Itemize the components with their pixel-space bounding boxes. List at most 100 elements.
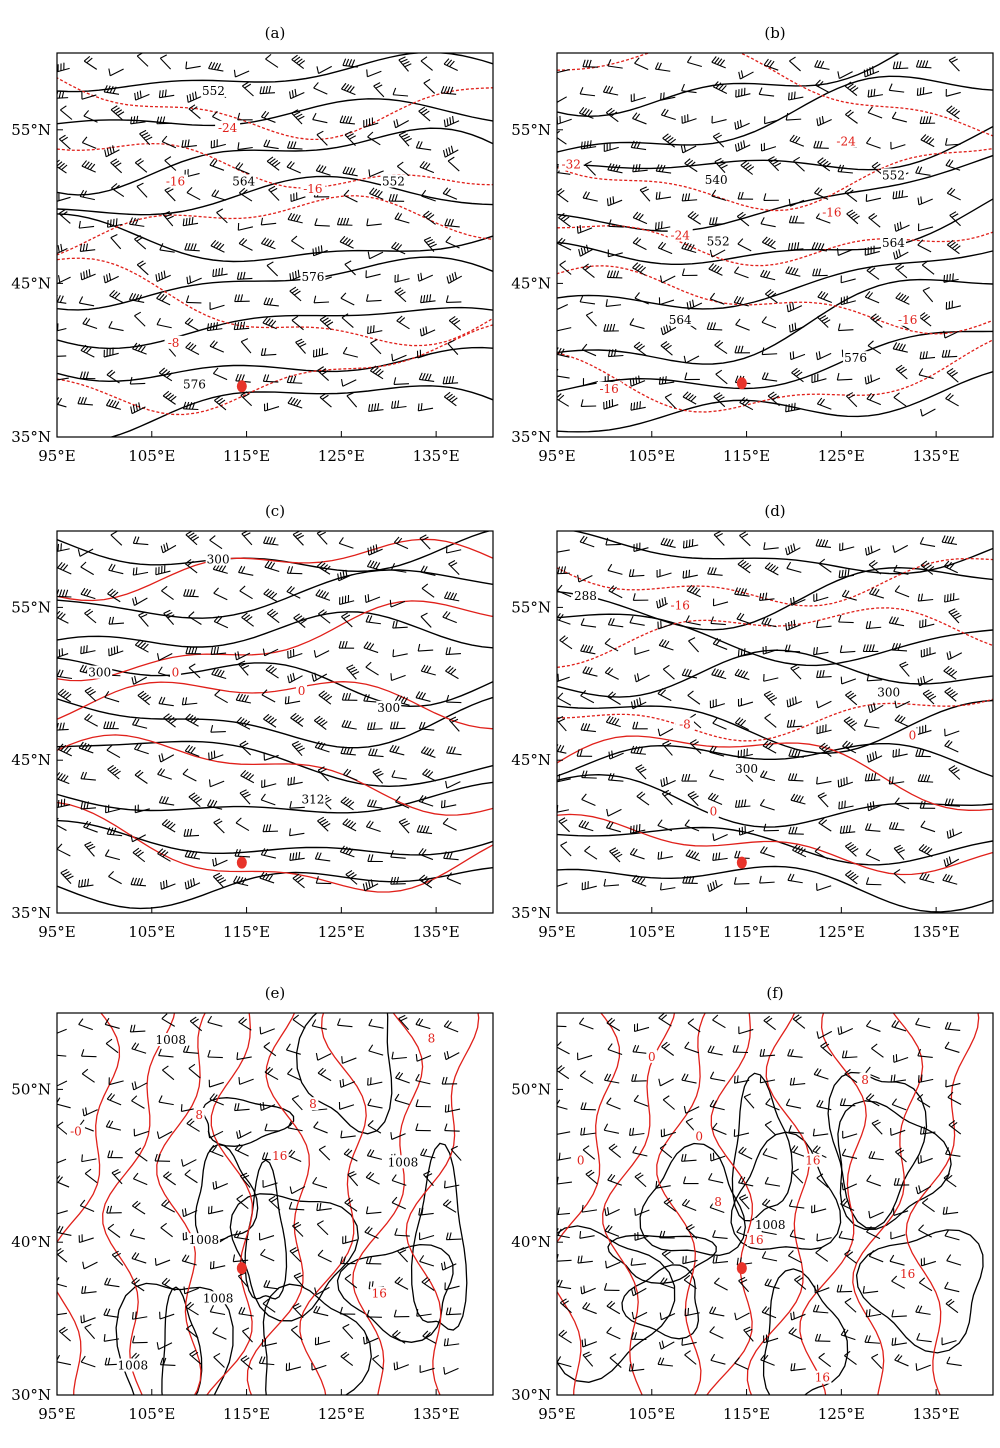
wind-barb — [894, 797, 910, 810]
longitude-tick-label: 95°E — [38, 447, 76, 465]
height-contour-label: 300 — [877, 685, 900, 699]
wind-barb — [156, 317, 172, 329]
wind-barb — [185, 646, 201, 655]
wind-barb — [103, 1334, 120, 1342]
wind-barb — [916, 724, 932, 736]
wind-barb — [764, 1120, 777, 1136]
panel-e: 1008 1008 1008 1008 1008 8 8 8 -0 16 16 (e) 95°E 105°… — [11, 984, 494, 1423]
wind-barb — [212, 267, 228, 278]
wind-barb — [607, 59, 623, 69]
wind-barb — [345, 870, 358, 885]
wind-barb — [681, 268, 698, 277]
height-contour-line — [557, 699, 993, 755]
wind-barb — [869, 587, 885, 599]
wind-barb — [888, 616, 905, 627]
wind-barb — [445, 1307, 462, 1316]
wind-barb — [654, 221, 671, 231]
wind-barb — [184, 317, 199, 331]
wind-barb — [263, 297, 279, 307]
wind-barb — [57, 648, 69, 658]
temperature-contour-line — [206, 1013, 253, 1395]
pressure-contour-line — [336, 1243, 454, 1343]
temperature-contour-line — [557, 813, 993, 876]
wind-barb — [57, 743, 72, 757]
wind-barb — [790, 596, 806, 606]
wind-barb — [82, 1107, 98, 1117]
wind-barb — [557, 1099, 568, 1110]
wind-barb — [579, 535, 595, 548]
wind-barb — [212, 1180, 228, 1190]
wind-barb — [762, 645, 778, 655]
wind-barb — [158, 696, 174, 707]
wind-barb — [739, 531, 751, 547]
wind-barb — [868, 560, 882, 575]
wind-barb — [259, 1102, 276, 1111]
wind-barb — [789, 56, 801, 72]
latitude-tick-label: 30°N — [511, 1386, 551, 1404]
height-contour-line — [557, 125, 993, 171]
temperature-contour-line — [557, 607, 993, 668]
wind-barb — [134, 311, 146, 327]
wind-barb — [131, 675, 147, 685]
wind-barb — [441, 1076, 458, 1085]
wind-barb — [712, 637, 728, 650]
wind-barb — [840, 275, 856, 284]
wind-barb — [393, 377, 410, 385]
wind-barb — [340, 1351, 354, 1367]
wind-barb — [391, 1174, 407, 1186]
wind-barb — [945, 1079, 961, 1088]
wind-barb — [291, 315, 304, 331]
latitude-tick-label: 40°N — [11, 1233, 51, 1251]
wind-barb — [367, 544, 383, 556]
wind-barb — [608, 219, 624, 228]
height-contour-line — [557, 198, 993, 265]
temperature-contour-label: -8 — [679, 718, 691, 732]
panel-label: (b) — [764, 24, 785, 42]
wind-barb — [815, 351, 832, 361]
wind-barb — [185, 295, 202, 304]
wind-barb — [842, 740, 857, 754]
wind-barb — [838, 614, 854, 624]
wind-barb — [714, 157, 728, 174]
wind-barb — [393, 119, 409, 129]
wind-barb — [57, 243, 68, 255]
wind-barb — [108, 645, 124, 657]
wind-barb — [158, 89, 175, 99]
wind-barb — [740, 160, 755, 175]
wind-barb — [158, 1095, 174, 1106]
wind-barb — [687, 1018, 701, 1033]
wind-barb — [867, 106, 883, 119]
height-contour-line — [557, 330, 993, 392]
wind-barb — [946, 368, 959, 383]
wind-barb — [580, 644, 596, 655]
wind-barb — [390, 673, 406, 682]
height-contour-line — [57, 696, 493, 749]
wind-barb — [209, 302, 225, 311]
wind-barb — [372, 1354, 384, 1370]
wind-barb — [838, 1230, 854, 1241]
wind-barb — [162, 1065, 175, 1081]
panel-c: 300 300 300 312 0 0 (c) 95°E 105°E 115°E 125°E 135°… — [11, 502, 494, 941]
wind-barb — [892, 342, 908, 353]
wind-barb — [559, 260, 572, 275]
wind-barb — [811, 242, 828, 252]
pressure-contour-line — [161, 1286, 203, 1395]
wind-barb — [234, 294, 250, 303]
wind-barb — [340, 796, 355, 811]
wind-barb — [790, 793, 806, 805]
wind-barb — [576, 224, 593, 234]
wind-barb — [585, 311, 597, 327]
wind-barb — [708, 263, 723, 276]
wind-barb — [185, 341, 200, 355]
wind-barb — [393, 1361, 409, 1371]
wind-barb — [286, 375, 303, 384]
wind-barb — [734, 799, 751, 808]
wind-barb — [944, 739, 959, 753]
temperature-contour-line — [299, 1013, 367, 1395]
wind-barb — [342, 166, 358, 177]
wind-barb — [394, 1228, 410, 1237]
wind-barb — [839, 645, 856, 654]
wind-barb — [844, 1350, 857, 1366]
longitude-tick-label: 115°E — [723, 1405, 770, 1423]
wind-barb — [212, 857, 228, 867]
